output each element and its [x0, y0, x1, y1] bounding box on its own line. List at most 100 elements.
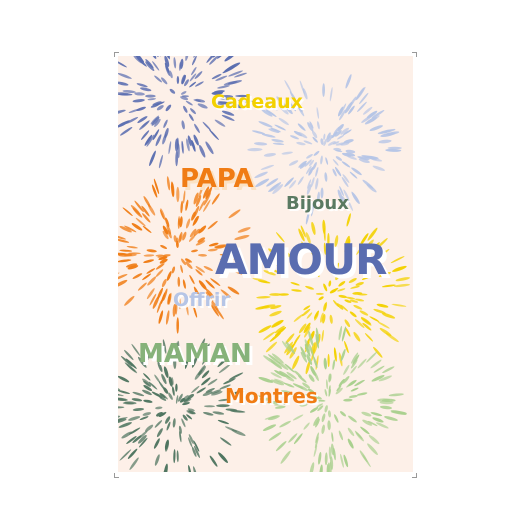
firework-petal [258, 280, 271, 284]
firework-petal [269, 332, 281, 342]
firework-petal [228, 70, 243, 77]
firework-petal [265, 97, 278, 108]
firework-petal [325, 157, 329, 165]
firework-petal [182, 402, 190, 406]
firework-petal [276, 232, 285, 243]
firework-petal [181, 120, 185, 130]
firework-petal [219, 258, 233, 262]
firework-petal [191, 385, 200, 394]
firework-petal [177, 276, 181, 287]
firework-petal [336, 385, 342, 392]
firework-petal [369, 258, 382, 267]
firework-petal [367, 443, 378, 455]
firework-petal [127, 265, 139, 270]
firework-petal [182, 414, 188, 421]
firework-petal [221, 94, 234, 99]
firework-petal [133, 56, 143, 64]
firework-petal [149, 150, 156, 167]
firework-petal [285, 333, 295, 344]
firework-petal [349, 299, 359, 303]
firework-petal [321, 413, 326, 423]
firework-petal [357, 101, 367, 113]
firework-petal [195, 81, 204, 87]
firework-petal [138, 434, 147, 444]
firework-petal [162, 230, 169, 240]
firework-petal [163, 463, 168, 472]
firework-petal [308, 166, 314, 176]
firework-petal [151, 116, 160, 126]
firework-petal [351, 352, 359, 364]
firework-petal [293, 433, 303, 445]
firework-petal [395, 277, 410, 282]
firework-petal [210, 303, 219, 317]
firework-petal [382, 366, 395, 374]
firework-petal [320, 312, 324, 323]
firework-petal [313, 150, 320, 156]
firework-petal [347, 427, 355, 437]
firework-petal [160, 292, 166, 305]
firework-petal [263, 355, 276, 365]
firework-petal [217, 85, 230, 89]
firework-petal [258, 376, 274, 383]
firework-petal [198, 184, 204, 198]
firework-petal [328, 446, 332, 460]
firework-petal [323, 133, 326, 141]
firework-petal [125, 358, 137, 369]
firework-petal [372, 417, 384, 423]
firework-petal [390, 410, 407, 415]
firework-petal [296, 141, 306, 146]
firework-petal [186, 414, 193, 420]
firework-petal [118, 279, 128, 288]
firework-petal [158, 154, 163, 169]
firework-petal [355, 281, 364, 286]
firework-petal [216, 404, 230, 408]
firework-petal [370, 157, 383, 162]
firework-petal [225, 426, 238, 432]
firework-petal [155, 101, 165, 106]
firework-petal [327, 141, 336, 146]
firework-petal [328, 388, 331, 397]
firework-petal [268, 128, 280, 134]
firework-petal [315, 252, 319, 262]
firework-petal [324, 301, 328, 311]
firework-petal [375, 238, 388, 250]
firework-petal [323, 242, 326, 255]
firework-petal [178, 296, 181, 310]
firework-petal [309, 343, 314, 358]
firework-petal [276, 96, 286, 107]
firework-petal [163, 366, 169, 378]
firework-petal [189, 274, 195, 285]
firework-petal [336, 134, 345, 140]
firework-petal [375, 422, 389, 429]
word-cadeaux: Cadeaux [211, 91, 303, 113]
firework-petal [270, 379, 285, 386]
firework-petal [251, 130, 266, 135]
firework-petal [228, 209, 241, 219]
firework-petal [188, 464, 192, 472]
firework-petal [203, 266, 213, 271]
firework-petal [381, 284, 396, 288]
firework-petal [267, 415, 280, 421]
firework-petal [297, 106, 305, 117]
firework-petal [355, 87, 365, 101]
firework-petal [334, 166, 342, 177]
firework-petal [262, 424, 277, 432]
firework-petal [307, 122, 314, 132]
firework-petal [195, 98, 206, 103]
firework-petal [309, 121, 314, 129]
firework-petal [189, 228, 197, 238]
firework-petal [345, 149, 356, 154]
firework-petal [234, 235, 250, 240]
firework-petal [268, 432, 282, 441]
firework-petal [158, 256, 168, 261]
firework-petal [330, 253, 333, 265]
firework-petal [384, 416, 398, 421]
firework-petal [346, 198, 354, 211]
firework-petal [321, 329, 324, 342]
firework-petal [198, 338, 206, 353]
firework-petal [124, 295, 135, 306]
firework-petal [328, 385, 331, 394]
firework-petal [146, 268, 156, 274]
firework-petal [191, 446, 197, 457]
firework-petal [118, 81, 129, 86]
